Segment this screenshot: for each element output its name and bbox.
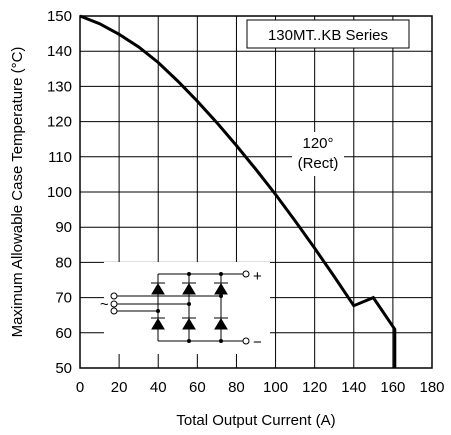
- bridge-circuit-diagram: ~ + −: [100, 262, 270, 354]
- diode-icon: [214, 283, 228, 295]
- series-box: [246, 19, 410, 49]
- x-tick-label: 80: [228, 379, 245, 396]
- mode-label: (Rect): [298, 155, 339, 172]
- y-tick-label: 50: [55, 360, 72, 377]
- series-box-label: 130MT..KB Series: [268, 27, 388, 44]
- diode-icon: [214, 318, 228, 330]
- circuit-bg: [104, 262, 270, 354]
- y-tick-label: 100: [47, 184, 72, 201]
- plot-frame: [79, 15, 433, 369]
- x-tick-label: 40: [150, 379, 167, 396]
- x-tick-label: 140: [341, 379, 366, 396]
- tick-labels: 0 20 40 60 80 100 120 140 160 180 50 60 70 80 90 100 110…: [47, 8, 445, 396]
- diode-icon: [151, 283, 165, 295]
- y-tick-label: 80: [55, 254, 72, 271]
- x-tick-label: 180: [419, 379, 444, 396]
- y-axis-label: Maximum Allowable Case Temperature (°C): [9, 47, 26, 338]
- diode-icon: [151, 318, 165, 330]
- ac-symbol: ~: [100, 296, 109, 313]
- diode-icon: [182, 283, 196, 295]
- y-tick-label: 120: [47, 114, 72, 131]
- plus-sign: +: [253, 268, 262, 285]
- minus-sign: −: [253, 334, 262, 351]
- x-tick-label: 0: [76, 379, 84, 396]
- y-tick-label: 150: [47, 8, 72, 25]
- x-tick-label: 60: [189, 379, 206, 396]
- x-tick-label: 100: [263, 379, 288, 396]
- series-line: [79, 14, 397, 368]
- y-tick-label: 70: [55, 290, 72, 307]
- y-tick-label: 140: [47, 43, 72, 60]
- x-tick-label: 120: [302, 379, 327, 396]
- diode-icon: [182, 318, 196, 330]
- y-tick-label: 90: [55, 219, 72, 236]
- angle-label: 120°: [302, 135, 333, 152]
- angle-label-bg: [292, 132, 344, 176]
- y-tick-label: 60: [55, 325, 72, 342]
- y-tick-label: 110: [48, 149, 72, 166]
- y-tick-label: 130: [47, 78, 72, 95]
- x-tick-label: 20: [111, 379, 128, 396]
- x-axis-label: Total Output Current (A): [176, 412, 335, 429]
- x-tick-label: 160: [380, 379, 405, 396]
